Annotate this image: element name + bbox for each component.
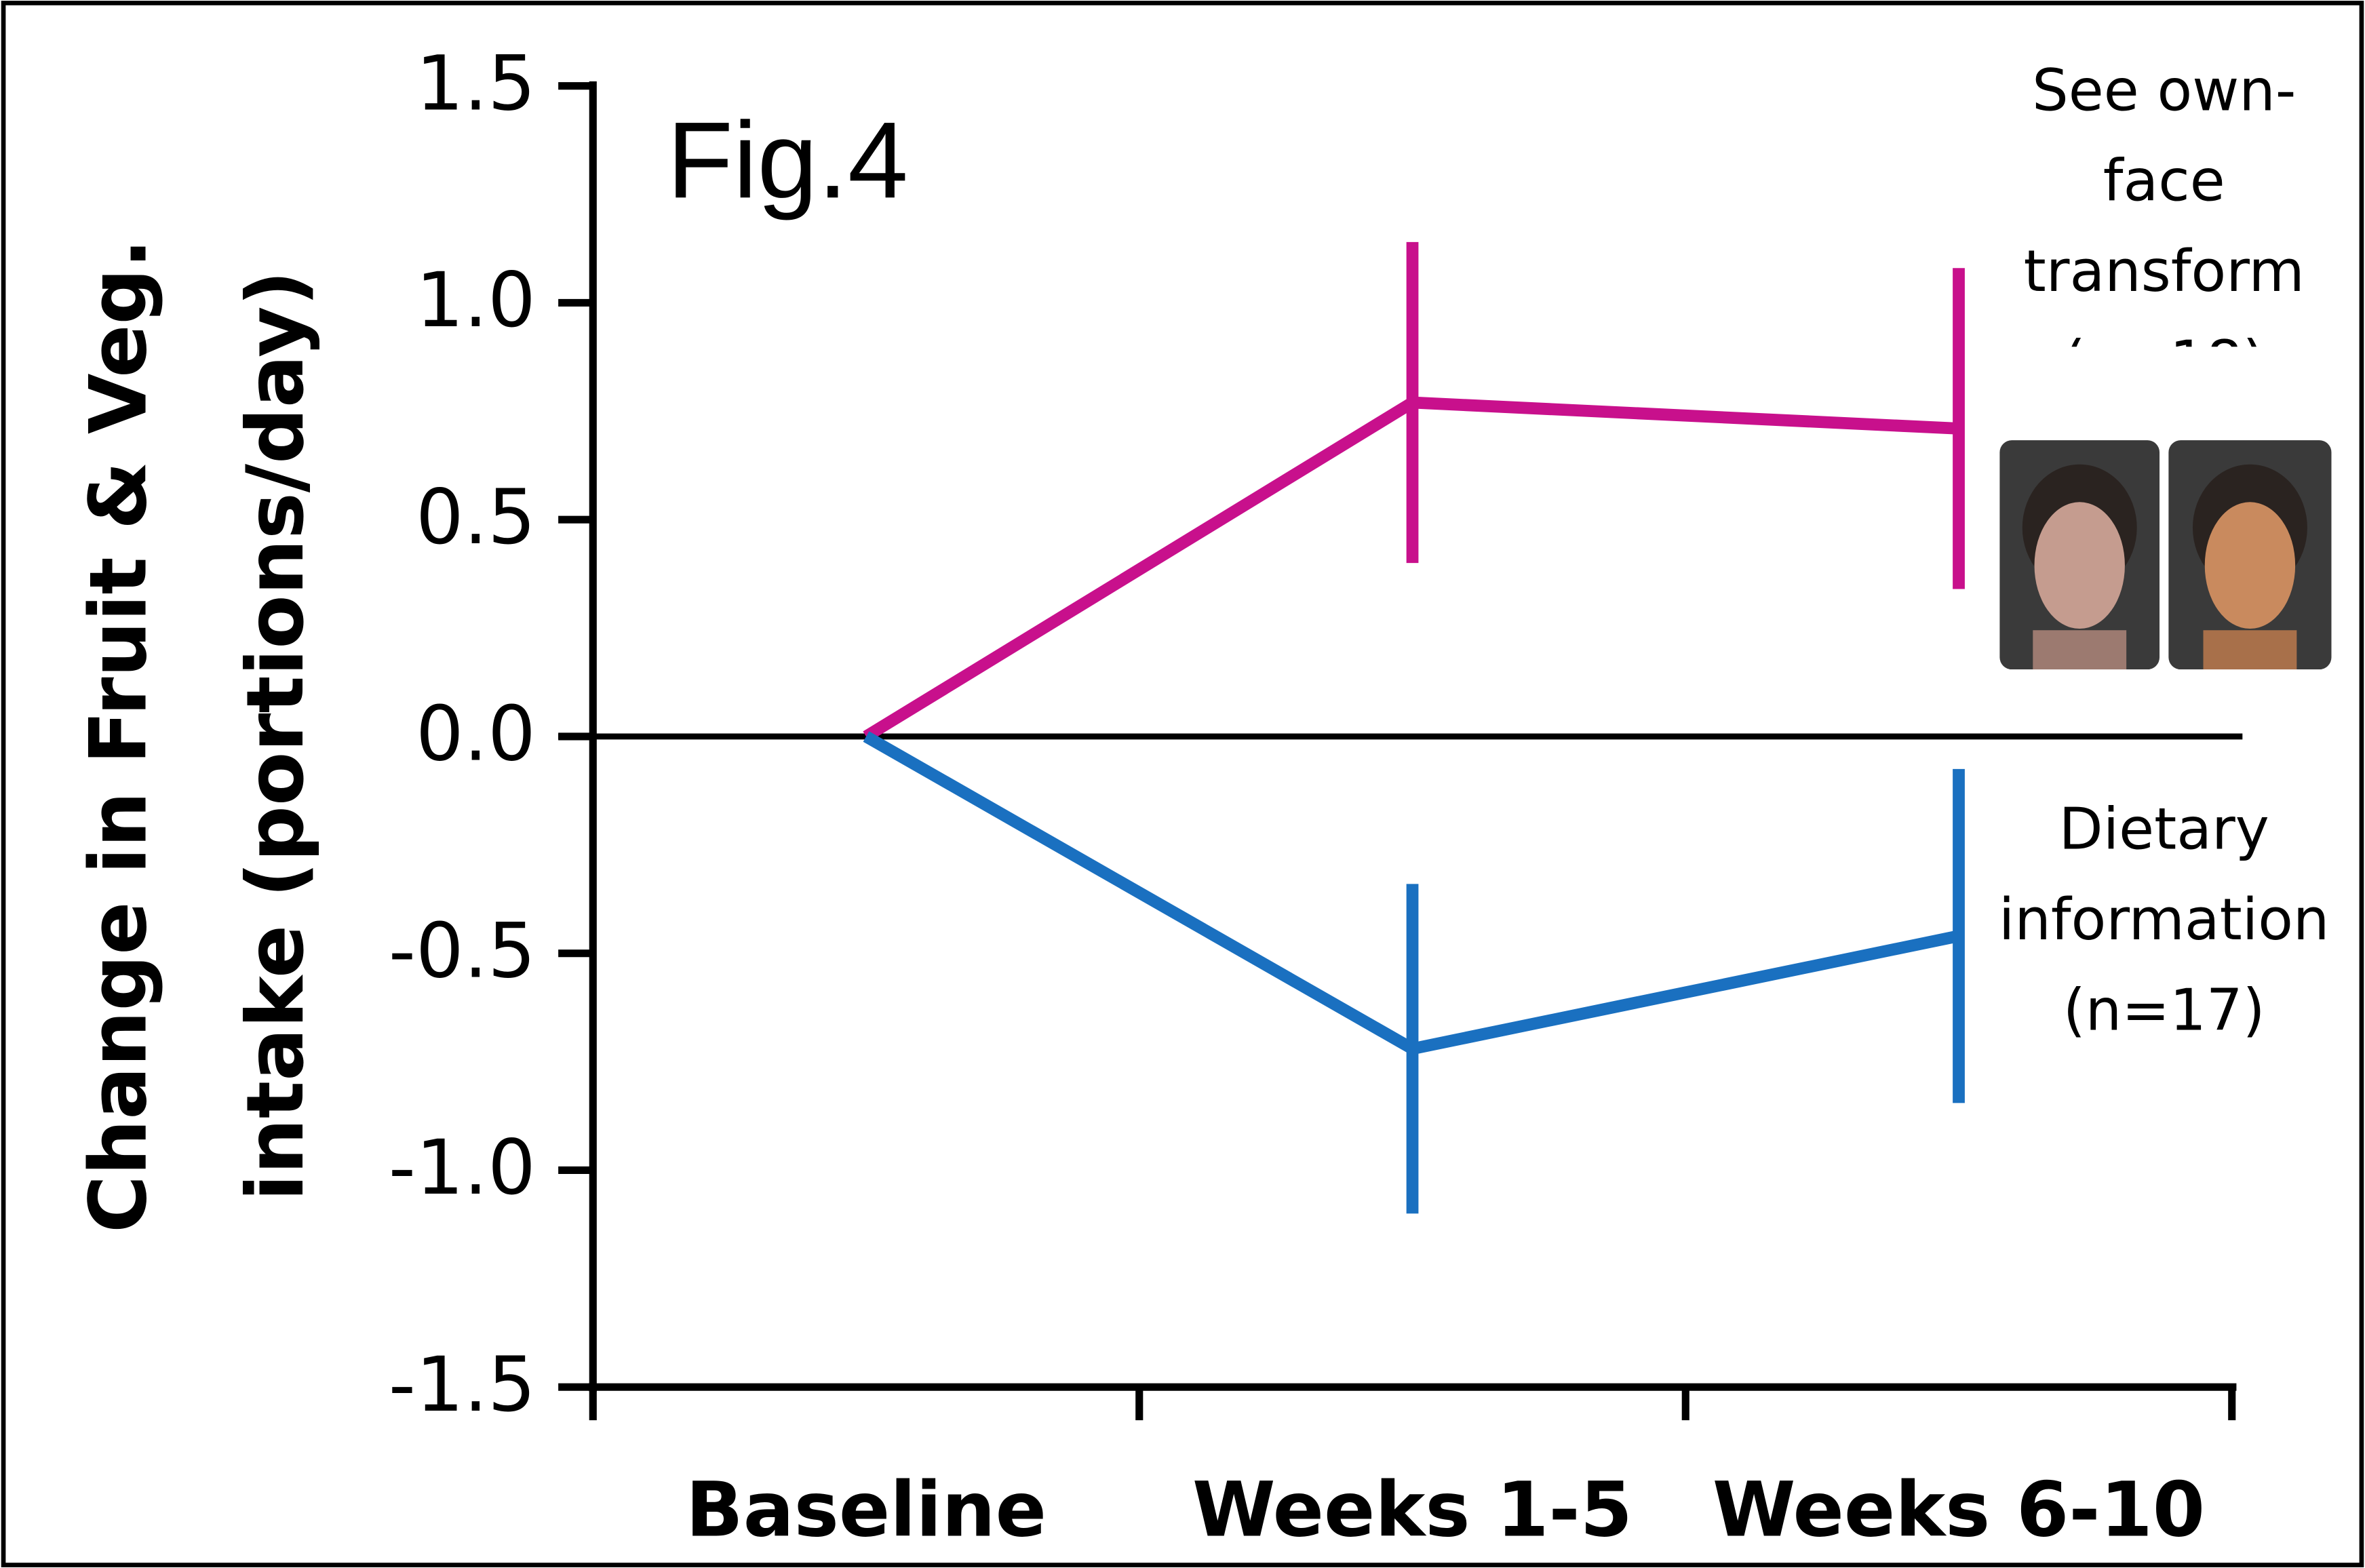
legend-label: Dietary information (n=17) xyxy=(1976,784,2353,1055)
figure-label: Fig.4 xyxy=(667,99,908,220)
x-tick-label: Weeks 6-10 xyxy=(1713,1466,2205,1554)
y-tick-label: 1.0 xyxy=(416,257,536,345)
y-tick-label: -1.5 xyxy=(389,1341,536,1429)
legend-entry: See own-face transform (n=18) xyxy=(2006,45,2365,347)
y-axis-title-line: Change in Fruit & Veg. xyxy=(74,239,165,1233)
legend-label: See own-face transform (n=18) xyxy=(2006,45,2322,347)
y-tick-label: 1.5 xyxy=(416,40,536,128)
chart: Fig.4 Change in Fruit & Veg. intake (por… xyxy=(0,0,2365,1568)
legend-entry: Dietary information (n=17) xyxy=(1976,784,2353,1086)
face-neck xyxy=(2204,630,2297,669)
y-tick-label: -0.5 xyxy=(389,907,536,995)
y-axis-title-line: intake (portions/day) xyxy=(231,271,321,1201)
x-tick-label: Baseline xyxy=(686,1466,1047,1554)
x-tick-label: Weeks 1-5 xyxy=(1192,1466,1633,1554)
y-tick-label: 0.0 xyxy=(416,691,536,779)
face-neck xyxy=(2033,630,2126,669)
face-skin xyxy=(2035,502,2125,629)
face-skin xyxy=(2205,502,2295,629)
y-tick-label: -1.0 xyxy=(389,1124,536,1212)
y-tick-label: 0.5 xyxy=(416,474,536,562)
